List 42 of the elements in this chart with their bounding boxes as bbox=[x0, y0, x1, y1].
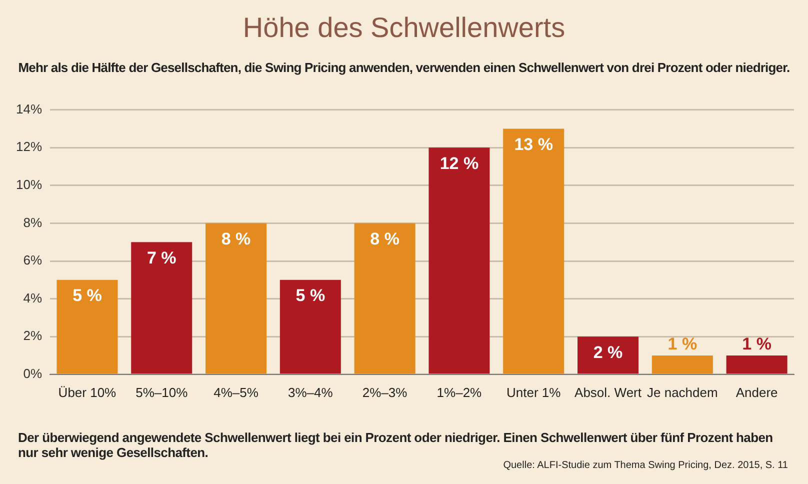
data-label: 7 % bbox=[146, 248, 176, 268]
y-tick-label: 6% bbox=[23, 252, 42, 268]
bar bbox=[503, 128, 564, 374]
x-tick-label: Je nachdem bbox=[646, 384, 718, 400]
chart-subtitle: Mehr als die Hälfte der Gesellschaften, die Swing Pricing anwenden, verwenden einen Schwellenwert von drei Prozent oder niedriger. bbox=[17, 60, 791, 75]
bar bbox=[354, 223, 416, 374]
data-label: 1 % bbox=[668, 334, 698, 354]
y-tick-label: 2% bbox=[23, 328, 42, 344]
x-tick-label: Über 10% bbox=[58, 384, 117, 400]
data-label: 2 % bbox=[593, 342, 623, 362]
y-tick-label: 14% bbox=[16, 101, 42, 116]
y-tick-label: 4% bbox=[23, 290, 42, 306]
text: Der überwiegend angewendete Schwellenwert liegt bei ein Prozent oder niedriger. Einen Schwellenwert über fünf Prozent haben nur sehr wenige Gesellschaften. bbox=[18, 430, 774, 460]
x-tick-label: Andere bbox=[736, 384, 778, 400]
y-tick-label: 12% bbox=[16, 139, 42, 154]
data-label: 5 % bbox=[72, 286, 102, 306]
x-tick-label: 5%–10% bbox=[136, 384, 188, 400]
data-label: 8 % bbox=[370, 229, 400, 248]
data-label: 12 % bbox=[440, 154, 479, 173]
y-tick-label: 0% bbox=[23, 366, 42, 381]
data-label: 8 % bbox=[221, 229, 251, 248]
bar bbox=[428, 148, 490, 374]
x-tick-label: 4%–5% bbox=[214, 384, 259, 400]
x-tick-label: 2%–3% bbox=[362, 384, 408, 400]
x-tick-label: Unter 1% bbox=[506, 384, 562, 400]
data-label: 1 % bbox=[742, 334, 772, 354]
data-label: 5 % bbox=[296, 286, 326, 306]
y-tick-label: 10% bbox=[16, 176, 42, 192]
data-label: 13 % bbox=[514, 134, 553, 154]
bar bbox=[652, 356, 713, 374]
bar bbox=[726, 356, 788, 374]
x-tick-label: 1%–2% bbox=[436, 384, 482, 400]
bar bbox=[56, 280, 118, 374]
y-tick-label: 8% bbox=[23, 214, 42, 230]
source-note: Quelle: ALFI-Studie zum Thema Swing Pricing, Dez. 2015, S. 11 bbox=[503, 460, 788, 471]
x-tick-label: Absol. Wert bbox=[574, 384, 642, 400]
bar bbox=[578, 336, 639, 374]
bar bbox=[280, 280, 341, 374]
bar bbox=[131, 242, 192, 374]
bar bbox=[206, 223, 267, 374]
chart-title: Höhe des Schwellenwerts bbox=[242, 12, 566, 44]
x-tick-label: 3%–4% bbox=[288, 384, 334, 400]
